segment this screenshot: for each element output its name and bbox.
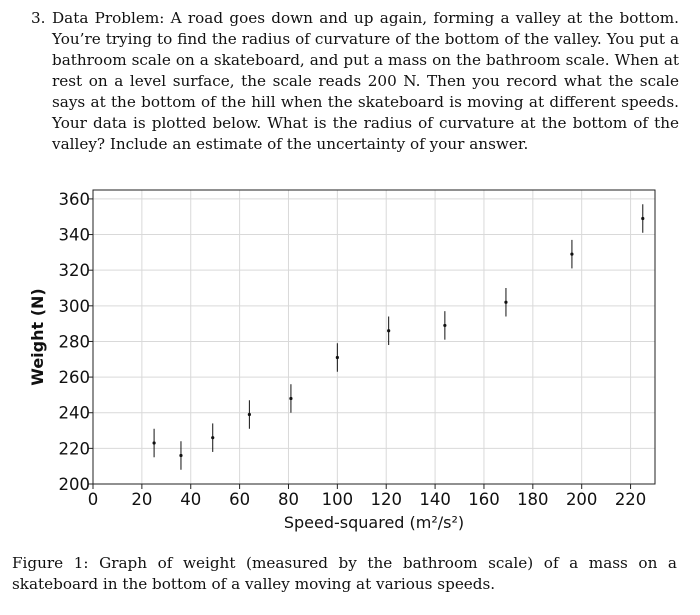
y-axis-label: Weight (N) [28,288,47,386]
x-tick-label: 20 [131,490,152,509]
data-points [152,204,645,470]
data-point [152,428,156,458]
problem-text: Data Problem: A road goes down and up ag… [52,9,679,153]
point-marker [504,300,508,304]
plot-frame [92,189,656,485]
figure-caption: Figure 1: Graph of weight (measured by t… [12,554,677,593]
problem-number: 3. [31,9,46,27]
data-point [641,204,645,233]
x-tick-label: 140 [419,490,451,509]
x-tick-label: 180 [517,490,549,509]
y-tick-label: 260 [59,368,91,387]
point-marker [387,329,391,333]
x-tick-label: 80 [278,490,299,509]
data-point [179,441,183,470]
point-marker [211,436,215,440]
point-marker [335,355,339,360]
point-marker [289,396,293,401]
x-tick-label: 220 [615,490,647,509]
x-axis-label: Speed-squared (m²/s²) [284,513,464,532]
data-point [387,316,391,346]
y-tick-label: 320 [59,261,91,280]
data-point [335,343,339,372]
data-point [443,311,447,340]
weight-vs-speed-squared-chart: 0 20 40 60 80 100 120 140 160 180 200 220 200 220 240 2… [28,189,656,532]
y-tick-label: 220 [59,439,91,458]
y-tick-label: 340 [59,226,91,245]
y-tick-label: 300 [59,297,91,316]
x-tick-label: 200 [566,490,598,509]
y-tick-label: 200 [59,475,91,494]
point-marker [443,323,447,328]
axis-ticks: 0 20 40 60 80 100 120 140 160 180 200 220 200 220 240 2… [59,190,647,509]
data-point [570,239,574,269]
point-marker [179,453,183,458]
problem-statement: 3. Data Problem: A road goes down and up… [31,8,679,155]
x-tick-label: 0 [88,490,99,509]
point-marker [247,412,251,417]
data-point [247,400,251,429]
x-tick-label: 100 [322,490,354,509]
point-marker [570,252,574,256]
point-marker [152,441,156,445]
x-tick-label: 160 [468,490,500,509]
data-point [289,384,293,413]
data-point [504,288,508,317]
grid [92,190,655,485]
data-point [211,423,215,452]
x-tick-label: 40 [180,490,201,509]
y-tick-label: 360 [59,190,91,209]
y-tick-label: 280 [59,332,91,351]
x-tick-label: 60 [229,490,250,509]
point-marker [641,216,645,221]
x-tick-label: 120 [370,490,402,509]
y-tick-label: 240 [59,404,91,423]
